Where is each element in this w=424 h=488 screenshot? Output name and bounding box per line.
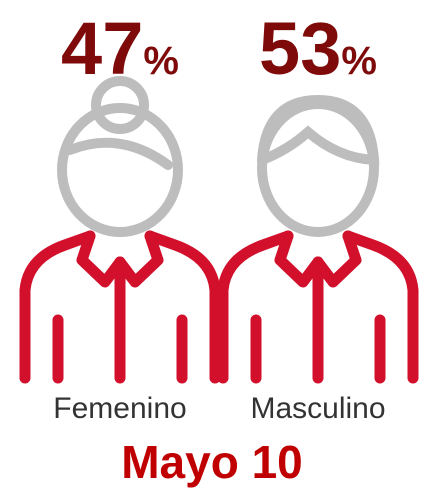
hair-line	[65, 137, 173, 170]
person-icon	[217, 94, 419, 384]
chart-title: Mayo 10	[121, 436, 303, 488]
arms	[52, 314, 188, 384]
person-icon	[19, 76, 221, 384]
head	[57, 103, 183, 237]
value-label: 47%	[61, 7, 179, 90]
arms	[250, 314, 386, 384]
head	[257, 99, 379, 237]
category-label: Femenino	[53, 392, 186, 425]
category-label: Masculino	[250, 392, 385, 425]
hair	[257, 94, 380, 166]
body-outline	[217, 230, 419, 384]
hair-bun	[91, 76, 149, 134]
body-outline	[19, 230, 221, 384]
value-label: 53%	[259, 7, 377, 90]
